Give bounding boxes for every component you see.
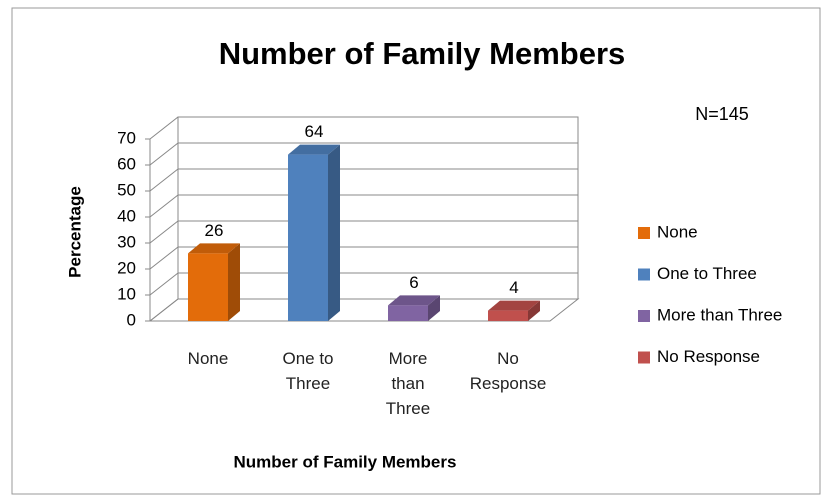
grid-line [149, 220, 578, 244]
grid-line [149, 142, 578, 166]
bar-front [388, 305, 428, 321]
y-tick-label: 40 [117, 206, 136, 225]
y-tick-label: 60 [117, 154, 136, 173]
grid-line [149, 298, 578, 322]
bar-top [188, 243, 240, 254]
y-axis-label: Percentage [65, 186, 84, 278]
y-tick-label: 30 [117, 232, 136, 251]
bar-side [528, 300, 540, 321]
annotation: N=145 [695, 104, 749, 124]
bar-front [188, 253, 228, 321]
y-tick-label: 0 [127, 310, 136, 329]
y-tick-label: 20 [117, 258, 136, 277]
y-tick-label: 10 [117, 284, 136, 303]
legend-swatch [638, 227, 650, 239]
y-tick-label: 50 [117, 180, 136, 199]
chart-title: Number of Family Members [219, 36, 626, 71]
legend-label: One to Three [657, 264, 757, 283]
bar-top [388, 295, 440, 306]
value-label: 64 [305, 122, 324, 141]
bar-top [488, 300, 540, 311]
x-tick-label: One to Three [282, 349, 334, 393]
grid-line [149, 116, 578, 140]
legend-swatch [638, 268, 650, 281]
grid-line [149, 168, 578, 192]
y-tick-label: 70 [117, 128, 136, 147]
legend-swatch [638, 351, 650, 364]
bar-side [428, 295, 440, 321]
value-label: 6 [409, 273, 418, 292]
grid-line [149, 272, 578, 296]
x-tick-label: More than Three [385, 349, 431, 418]
legend-label: More than Three [657, 305, 782, 324]
value-label: 26 [205, 221, 224, 240]
x-tick-label: No Response [469, 349, 547, 393]
grid-line [149, 194, 578, 218]
bar-side [328, 144, 340, 321]
bar-front [488, 310, 528, 321]
x-axis-label: Number of Family Members [234, 452, 457, 471]
bar-top [288, 144, 340, 155]
value-label: 4 [509, 278, 518, 297]
legend-label: None [657, 222, 698, 241]
bar [188, 243, 240, 321]
legend-label: No Response [657, 347, 760, 366]
bar-front [288, 154, 328, 321]
legend-swatch [638, 310, 650, 322]
bar [388, 295, 440, 321]
x-tick-label: None [187, 349, 229, 368]
grid-line [149, 246, 578, 270]
bar [288, 144, 340, 321]
bar-side [228, 243, 240, 321]
bar [488, 300, 540, 321]
